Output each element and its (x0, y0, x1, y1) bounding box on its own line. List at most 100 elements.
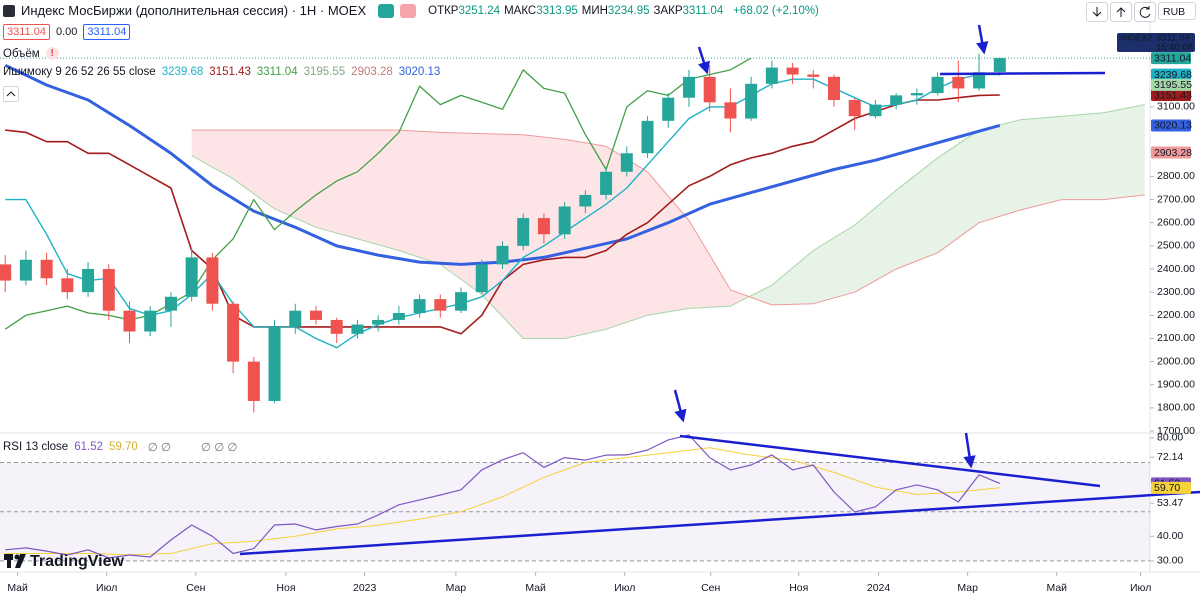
candle-body (973, 72, 986, 89)
currency-select[interactable]: RUB (1158, 2, 1196, 20)
collapse-icon (6, 91, 16, 97)
down-button[interactable] (1086, 2, 1108, 22)
icon (1116, 7, 1126, 17)
candle-body (102, 269, 115, 311)
cloud (771, 250, 814, 305)
candle-body (413, 299, 426, 313)
cloud (481, 133, 524, 339)
ohlc-value: 3311.04 (682, 4, 724, 17)
indicator-value: 3311.04 (256, 66, 298, 78)
horizontal-line (939, 71, 1106, 76)
arrow (697, 46, 710, 75)
indicator-value: 3195.55 (303, 66, 346, 78)
y-tick-label: 2600.00 (1157, 216, 1195, 228)
series-badge-bg (1151, 146, 1191, 159)
cloud (937, 130, 980, 253)
warning[interactable]: ! (45, 47, 59, 60)
x-tick-label: Мар (446, 582, 467, 594)
arrow (963, 432, 976, 469)
series-badge: 3195.55 (1154, 79, 1192, 91)
cloud (398, 130, 441, 265)
sell-button[interactable]: 3311.04 (3, 24, 50, 40)
candle-body (455, 292, 468, 311)
cloud (854, 190, 897, 293)
buy-button[interactable]: 3311.04 (83, 24, 131, 40)
y-tick-label: 40.00 (1157, 530, 1183, 542)
spread: 0.00 (55, 26, 78, 38)
candle-body (952, 76, 965, 89)
cloud (564, 139, 607, 339)
cloud (647, 171, 689, 316)
candle-body (247, 361, 260, 401)
indicator-legend: Ишимоку 9 26 52 26 55 close 3239.68 3151.… (3, 66, 440, 78)
x-tick-label: Сен (701, 582, 720, 594)
candle-body (910, 93, 923, 96)
candle-body (61, 278, 74, 293)
candle-body (268, 326, 281, 401)
trend-line (239, 490, 1200, 556)
x-tick-label: Ноя (789, 582, 808, 594)
indicator-value: 2903.28 (351, 66, 393, 78)
arrow (673, 389, 687, 423)
rsi-badge: 59.70 (1154, 482, 1180, 494)
symbol-badge-bg (1117, 33, 1195, 52)
volume-label: Объём (3, 47, 40, 60)
y-tick-label: 1800.00 (1157, 402, 1195, 414)
chart-title: Индекс МосБиржи (дополнительная сессия) … (21, 3, 367, 18)
candle-body (0, 264, 12, 281)
candle-body (641, 120, 654, 154)
logo-mark (7, 554, 11, 568)
chevron (6, 91, 16, 97)
status-icon[interactable] (400, 3, 417, 18)
cloud (1061, 112, 1104, 200)
ohlc: ОТКР 3251.24 МАКС 3313.95 МИН 3234.95 ЗАКР 3311… (428, 5, 727, 17)
y-tick-label: 2200.00 (1157, 309, 1195, 321)
cloud (749, 285, 772, 305)
rsi-legend: RSI 13 close 61.52 59.70 ∅ ∅ ∅ ∅ ∅ (3, 440, 237, 454)
candle-body (372, 319, 385, 325)
candle-body (993, 58, 1006, 72)
symbol-badge-name: IMOEX2 (1120, 32, 1152, 42)
candle-body (786, 67, 799, 75)
series-badge-bg (1151, 68, 1191, 81)
cloud (274, 130, 316, 228)
candle-body (682, 76, 695, 98)
y-tick-label: 2800.00 (1157, 170, 1195, 182)
collapse-button[interactable] (3, 86, 19, 102)
candle-body (330, 319, 343, 334)
candle-body (496, 245, 509, 265)
status-icon[interactable] (378, 3, 395, 18)
ohlc-label: МИН (581, 4, 608, 17)
candle-body (537, 218, 550, 235)
candle-body (558, 206, 571, 235)
candle-body (807, 74, 820, 77)
candle-body (82, 269, 95, 293)
ohlc-label: ЗАКР (653, 4, 683, 17)
series-badge: 3151.43 (1154, 89, 1192, 101)
series-badge-bg (1151, 119, 1191, 132)
logo-mark (14, 554, 20, 560)
y-tick-label: 30.00 (1157, 555, 1183, 567)
up-button[interactable] (1110, 2, 1132, 22)
icon (1139, 6, 1151, 18)
candle-body (309, 310, 322, 320)
candle-body (351, 324, 364, 334)
candle-body (745, 83, 758, 119)
ohlc-value: 3313.95 (536, 4, 578, 17)
y-tick-label: 2000.00 (1157, 355, 1195, 367)
x-tick-label: 2024 (867, 582, 891, 594)
refresh-button[interactable] (1134, 2, 1156, 22)
candle-body (40, 259, 53, 279)
candle-body (724, 102, 737, 119)
indicator-value: 3239.68 (161, 66, 204, 78)
x-tick-label: Май (7, 582, 28, 594)
cloud (1020, 116, 1062, 210)
y-tick-label: 2400.00 (1157, 263, 1195, 275)
candle-body (185, 257, 198, 297)
candle-body (828, 76, 841, 101)
rsi-value: 61.52 (74, 441, 103, 453)
y-tick-label: 2700.00 (1157, 193, 1195, 205)
series-badge: 3239.68 (1154, 69, 1192, 81)
